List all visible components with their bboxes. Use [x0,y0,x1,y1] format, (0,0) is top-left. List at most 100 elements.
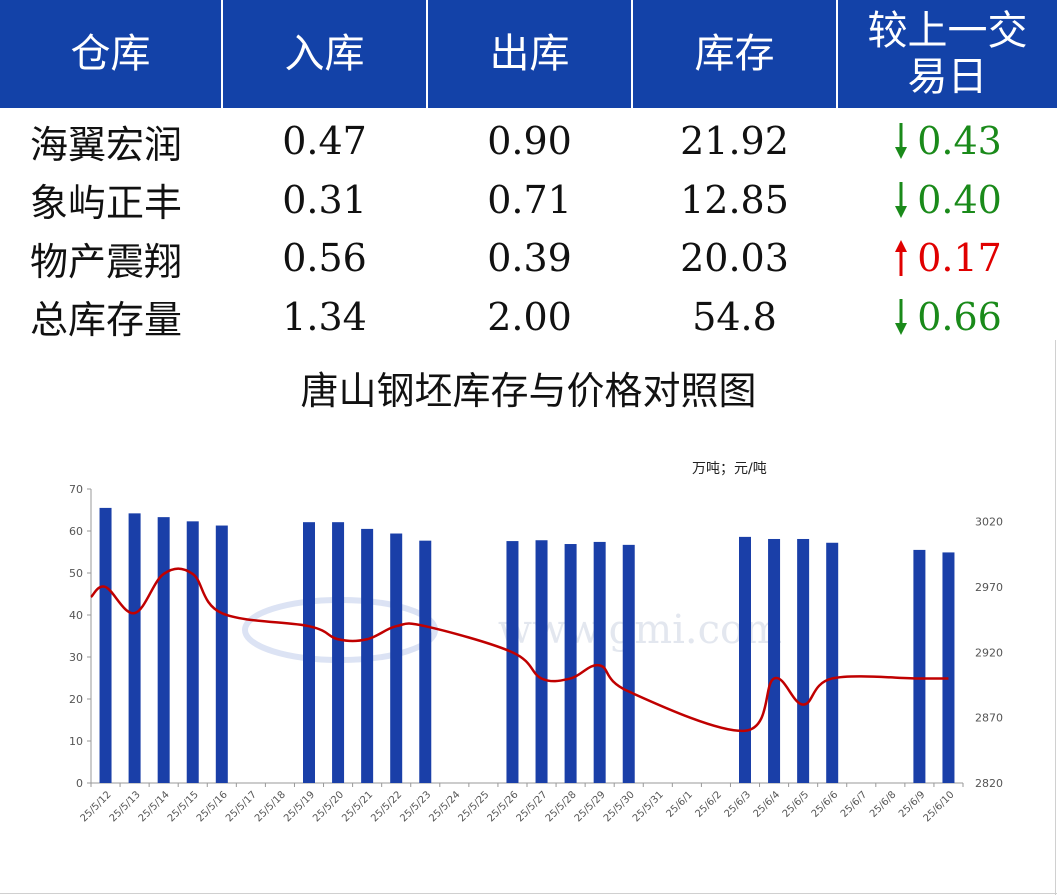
out-value: 0.39 [487,236,572,280]
warehouse-name: 海翼宏润 [30,122,183,167]
y-tick-label-left: 70 [69,483,83,496]
warehouse-name: 物产震翔 [30,239,183,284]
bar [215,525,228,783]
bar [99,507,112,783]
change-cell: 0.17 [838,229,1057,287]
x-tick-label: 25/6/10 [922,789,957,824]
bar [186,521,199,783]
change-value: 0.43 [917,119,1002,163]
stock-value: 20.03 [680,236,789,280]
bar [361,528,374,783]
change-value: 0.17 [917,236,1002,280]
chart-canvas: www.gmi.com01020304050607028202870292029… [69,483,1003,824]
x-tick-label: 25/6/5 [781,789,812,820]
y-tick-label-right: 2820 [975,777,1003,790]
stock-value: 21.92 [680,119,789,163]
header-divider [426,0,428,108]
x-tick-label: 25/5/24 [427,789,462,824]
x-tick-label: 25/5/25 [456,789,491,824]
y-tick-label-left: 0 [76,777,83,790]
y-tick-label-left: 40 [69,609,83,622]
in-value: 0.31 [282,177,367,222]
y-tick-label-right: 2920 [975,646,1003,659]
bar [390,533,403,783]
arrow-up-icon [895,240,908,276]
out-value: 2.00 [487,294,572,339]
header-stock: 库存 [633,0,836,108]
arrow-down-icon [895,298,908,335]
chart-title: 唐山钢坯库存与价格对照图 [300,369,757,413]
in-value: 0.47 [282,119,367,163]
x-tick-label: 25/5/27 [515,789,550,824]
bar [332,522,345,783]
x-tick-label: 25/5/20 [311,789,346,824]
change-value: 0.66 [917,294,1002,339]
y-tick-label-left: 60 [69,525,83,538]
x-tick-label: 25/5/30 [602,789,637,824]
bar [593,541,606,783]
arrow-down-icon [895,181,908,218]
x-tick-label: 25/6/7 [839,789,870,820]
y-tick-label-left: 50 [69,567,83,580]
header-inbound: 入库 [223,0,426,108]
out-value: 0.90 [487,119,572,163]
x-tick-label: 25/6/4 [752,789,783,820]
y-tick-label-left: 10 [69,735,83,748]
stock-value: 12.85 [680,177,789,222]
y-tick-label-right: 2970 [975,581,1003,594]
x-tick-label: 25/6/2 [694,789,725,820]
bar [128,513,141,783]
y-tick-label-right: 2870 [975,712,1003,725]
bar [564,544,577,783]
frame-border [0,893,1057,894]
header-divider [631,0,633,108]
x-tick-label: 25/5/12 [79,789,114,824]
x-tick-label: 25/5/29 [573,789,608,824]
x-tick-label: 25/5/18 [253,789,288,824]
bar [942,552,955,783]
header-divider [836,0,838,108]
bar [826,542,839,783]
change-cell: 0.43 [838,112,1057,170]
in-value: 0.56 [282,236,367,280]
y-tick-label-left: 20 [69,693,83,706]
header-divider [221,0,223,108]
warehouse-name: 总库存量 [30,298,183,342]
bar [768,538,781,783]
header-change: 较上一交易日 [838,0,1057,108]
change-cell: 0.66 [838,288,1057,346]
x-tick-label: 25/5/16 [195,789,230,824]
x-tick-label: 25/5/17 [224,789,259,824]
header-outbound: 出库 [428,0,631,108]
in-value: 1.34 [282,294,367,339]
x-tick-label: 25/5/31 [631,789,666,824]
warehouse-name: 象屿正丰 [30,181,183,225]
bar [506,541,519,783]
x-tick-label: 25/5/23 [398,789,433,824]
x-tick-label: 25/5/28 [544,789,579,824]
y-tick-label-right: 3020 [975,516,1003,529]
out-value: 0.71 [487,177,572,222]
bar [157,517,170,783]
stock-value: 54.8 [692,294,777,339]
bar [739,536,751,783]
bar [913,549,926,783]
arrow-down-icon [895,123,908,159]
x-tick-label: 25/5/21 [340,789,375,824]
x-tick-label: 25/6/3 [723,789,754,820]
bar [535,540,548,783]
x-tick-label: 25/6/8 [868,789,899,820]
bar [797,538,810,783]
x-tick-label: 25/5/14 [137,789,172,824]
x-tick-label: 25/6/1 [664,789,695,820]
change-cell: 0.40 [838,171,1057,229]
frame-border [1055,340,1056,895]
y-tick-label-left: 30 [69,651,83,664]
bar [622,544,635,783]
bar [303,522,315,783]
x-tick-label: 25/5/22 [369,789,404,824]
header-warehouse: 仓库 [0,0,221,108]
x-tick-label: 25/5/15 [166,789,201,824]
unit-label: 万吨；元/吨 [692,461,767,477]
change-value: 0.40 [917,177,1002,222]
